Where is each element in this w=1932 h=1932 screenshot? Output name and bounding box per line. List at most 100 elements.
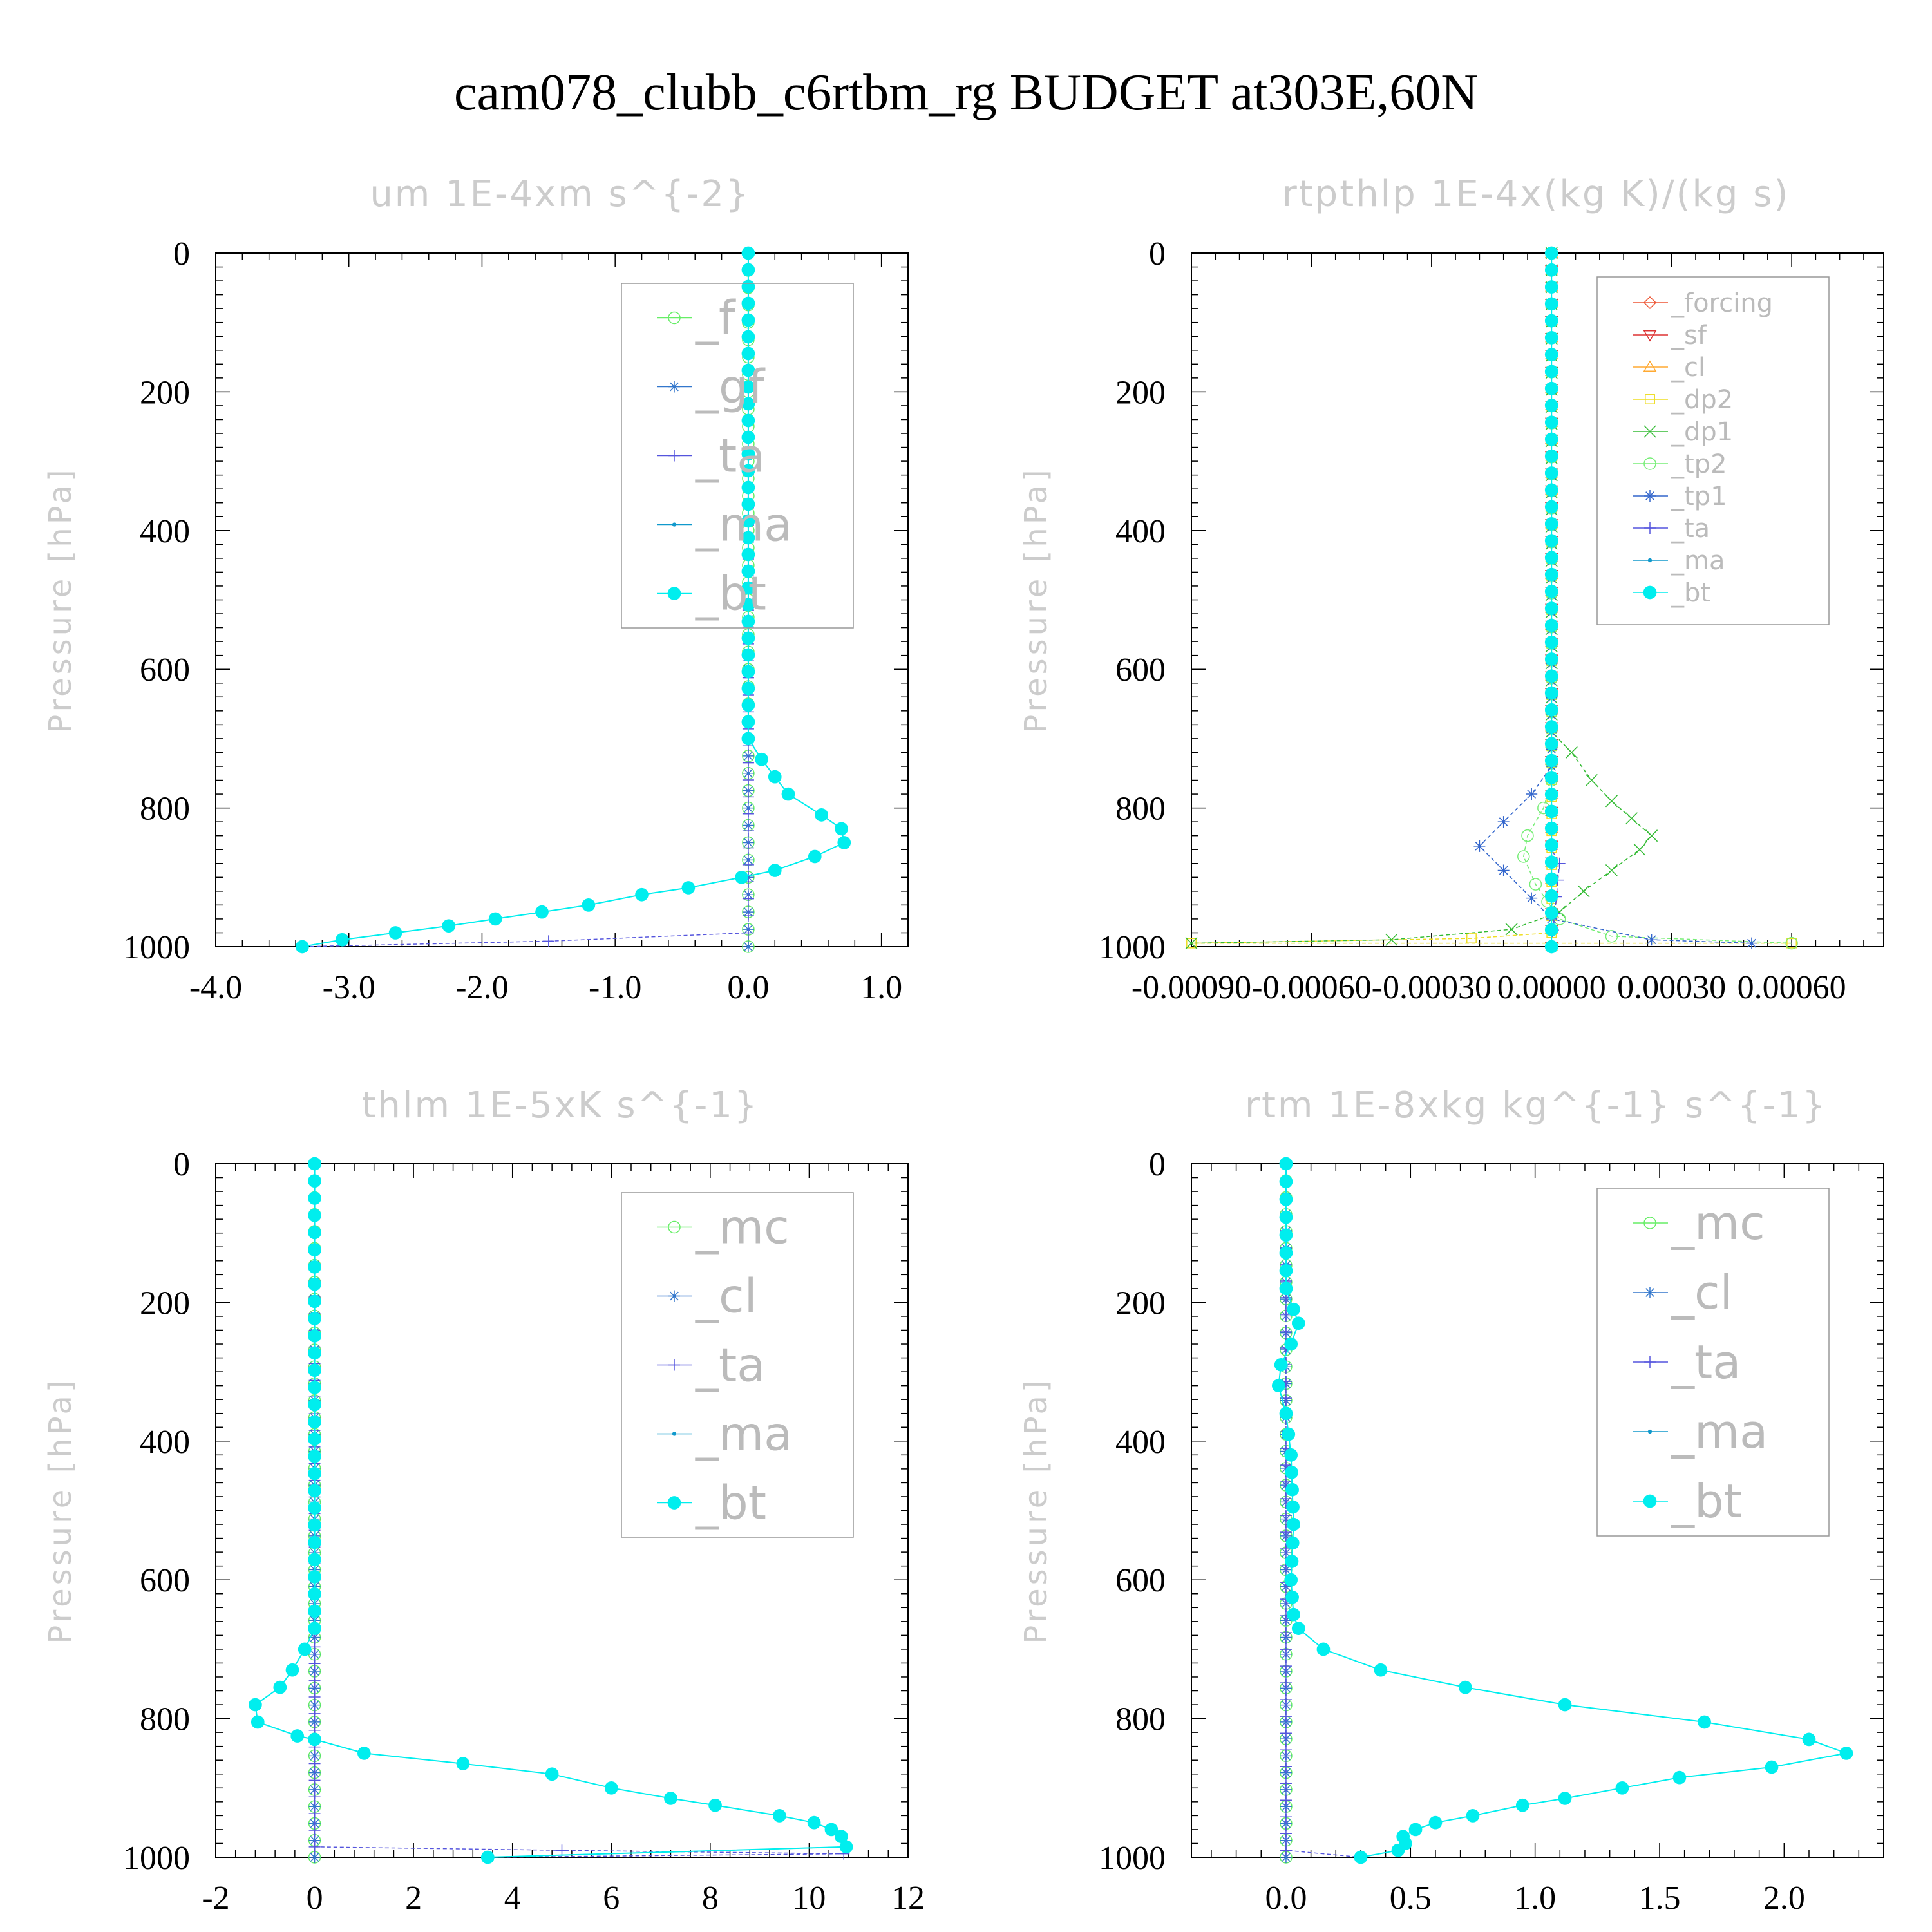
data-point <box>308 1397 321 1412</box>
data-point <box>773 1809 786 1823</box>
legend: _mc _cl _ta _ma _bt <box>621 1192 854 1538</box>
data-point <box>1544 297 1558 311</box>
data-point <box>308 1553 321 1567</box>
data-point <box>1280 1627 1292 1639</box>
data-point <box>741 313 755 327</box>
data-point <box>1544 381 1558 395</box>
data-point <box>1544 940 1558 954</box>
data-point <box>1459 1680 1472 1694</box>
data-point <box>1316 1642 1331 1656</box>
legend-box <box>1596 276 1830 625</box>
data-point <box>741 614 755 629</box>
legend-marker <box>1643 330 1657 342</box>
x-tick-label: 1.0 <box>1514 1880 1556 1917</box>
data-point <box>604 1781 618 1795</box>
legend-marker <box>1647 558 1653 563</box>
legend-marker <box>1644 522 1656 534</box>
data-point <box>308 1716 321 1728</box>
data-point <box>1279 1282 1293 1296</box>
data-point <box>273 1680 287 1694</box>
data-point <box>308 1604 321 1618</box>
data-point <box>1526 788 1538 800</box>
x-tick-label: -0.00030 <box>1372 969 1492 1006</box>
data-point <box>1544 365 1558 379</box>
data-point <box>741 447 755 461</box>
x-tick-label: 0 <box>307 1880 323 1917</box>
panel-2: rtpthlp 1E-4x(kg K)/(kg s) Pressure [hPa]… <box>1018 173 1884 1006</box>
data-point <box>735 870 748 884</box>
data-point <box>1279 1175 1293 1189</box>
x-tick-label: -4.0 <box>189 969 242 1006</box>
data-point <box>308 1852 321 1863</box>
data-point <box>308 1226 321 1240</box>
data-point <box>768 770 782 784</box>
data-point <box>741 732 755 746</box>
data-point <box>357 1747 371 1760</box>
data-point <box>741 380 755 394</box>
data-point <box>742 825 754 837</box>
legend-marker <box>672 1432 677 1436</box>
data-point <box>1544 855 1558 869</box>
data-point <box>1544 551 1558 565</box>
y-tick-label: 400 <box>1115 513 1166 550</box>
panel-title: um 1E-4xm s^{-2} <box>370 173 750 215</box>
x-tick-label: 0.00060 <box>1738 969 1846 1006</box>
data-point <box>308 1174 321 1188</box>
data-point <box>1274 1358 1288 1372</box>
legend-label: _ma <box>695 498 792 552</box>
data-point <box>1544 263 1558 277</box>
data-point <box>741 581 755 595</box>
data-point <box>815 808 828 822</box>
legend-marker <box>667 1496 681 1510</box>
data-point <box>1385 933 1398 946</box>
legend-label: _mc <box>695 1200 790 1255</box>
data-point <box>1287 1517 1300 1531</box>
data-point <box>1565 746 1578 759</box>
legend-marker <box>1643 585 1657 600</box>
data-point <box>1280 1526 1292 1539</box>
data-point <box>635 887 649 902</box>
legend-label: _ma <box>1671 546 1725 576</box>
data-point <box>742 791 754 803</box>
legend-label: _bt <box>1671 578 1710 608</box>
x-tick-label: 0.0 <box>727 969 769 1006</box>
legend-label: _cl <box>695 1269 757 1323</box>
data-point <box>741 263 755 277</box>
legend-marker <box>668 1290 680 1302</box>
panel-title: thlm 1E-5xK s^{-1} <box>361 1084 759 1126</box>
legend-box <box>1596 1188 1830 1537</box>
data-point <box>1544 432 1558 446</box>
legend-label: _ta <box>695 1338 765 1392</box>
legend-label: _cl <box>1671 353 1705 383</box>
data-point <box>1280 1493 1292 1505</box>
panel-3: thlm 1E-5xK s^{-1} Pressure [hPa] 0 200 400 6… <box>43 1084 925 1917</box>
data-point <box>1497 816 1510 828</box>
data-point <box>1585 773 1598 787</box>
data-point <box>1280 1727 1292 1739</box>
data-point <box>1544 415 1558 430</box>
legend-marker <box>1644 1356 1656 1368</box>
legend-marker <box>668 1220 681 1234</box>
y-tick-label: 400 <box>1115 1424 1166 1461</box>
data-point <box>755 752 768 766</box>
data-point <box>1605 795 1618 808</box>
data-point <box>1745 937 1757 949</box>
data-point <box>834 1830 848 1844</box>
legend-label: _tp1 <box>1671 482 1727 511</box>
data-point <box>741 430 755 444</box>
data-point <box>1280 1811 1292 1823</box>
data-point <box>1279 1264 1293 1278</box>
legend-marker <box>1643 425 1656 438</box>
data-point <box>480 1850 495 1864</box>
x-tick-label: 6 <box>603 1880 620 1917</box>
legend-marker <box>1643 1494 1657 1508</box>
legend-label: _ta <box>1671 1335 1741 1389</box>
data-point <box>1544 703 1558 717</box>
data-point <box>741 497 755 511</box>
data-point <box>1280 1710 1292 1723</box>
series-line-ta <box>302 253 749 947</box>
legend-marker <box>1645 394 1655 404</box>
x-tick-label: 8 <box>702 1880 719 1917</box>
data-point <box>1279 1228 1293 1242</box>
data-point <box>249 1698 262 1712</box>
